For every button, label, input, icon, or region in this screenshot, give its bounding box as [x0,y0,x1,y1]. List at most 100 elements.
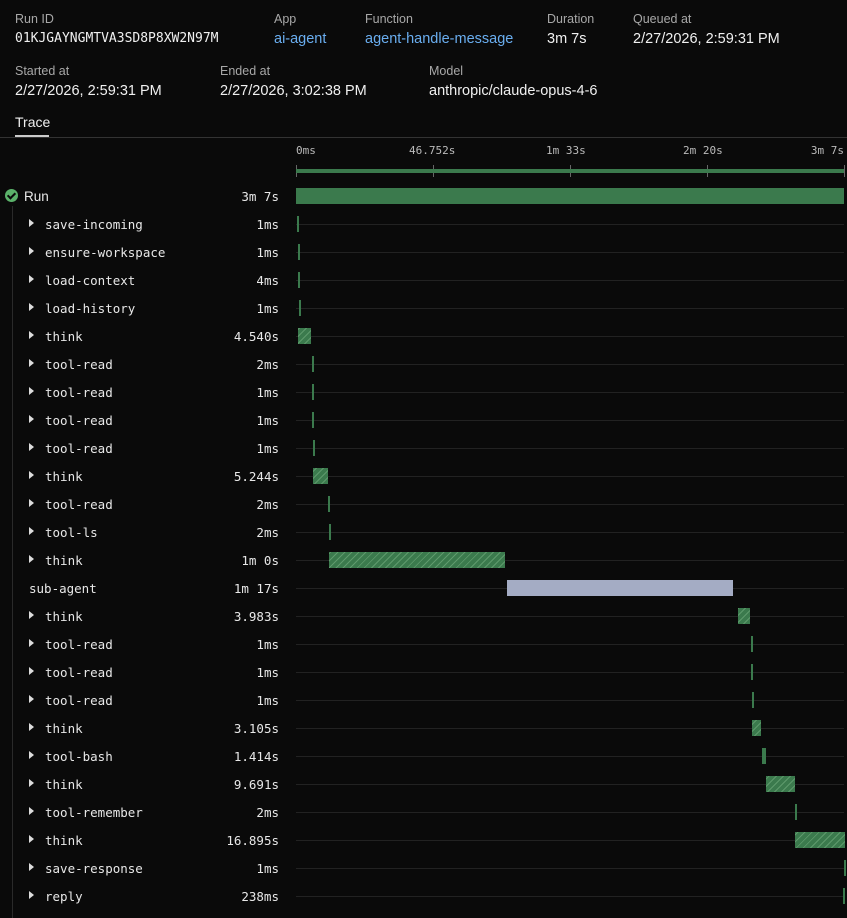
span-bar[interactable] [311,356,314,372]
expand-caret-icon[interactable] [29,611,34,619]
span-name: tool-remember [45,805,143,820]
trace-row[interactable]: think 3.105s [0,714,847,742]
trace-row[interactable]: save-response 1ms [0,854,847,882]
expand-caret-icon[interactable] [29,807,34,815]
expand-caret-icon[interactable] [29,303,34,311]
span-name: tool-bash [45,749,113,764]
span-bar[interactable] [328,496,331,512]
expand-caret-icon[interactable] [29,359,34,367]
queued-at-field: Queued at 2/27/2026, 2:59:31 PM [633,12,780,47]
ended-at-field: Ended at 2/27/2026, 3:02:38 PM [220,64,367,99]
timeline-track [296,252,844,253]
span-bar[interactable] [795,832,845,848]
trace-row[interactable]: tool-remember 2ms [0,798,847,826]
span-bar[interactable] [752,720,762,736]
span-bar[interactable] [297,244,300,260]
expand-caret-icon[interactable] [29,639,34,647]
trace-row[interactable]: think 16.895s [0,826,847,854]
trace-row-run[interactable]: Run 3m 7s [0,182,847,210]
expand-caret-icon[interactable] [29,863,34,871]
span-duration: 9.691s [233,777,279,792]
trace-row[interactable]: save-incoming 1ms [0,210,847,238]
timeline-track [296,532,844,533]
function-field: Function agent-handle-message [365,12,514,47]
span-bar[interactable] [298,272,301,288]
trace-row[interactable]: think 9.691s [0,770,847,798]
span-bar[interactable] [328,524,331,540]
trace-row[interactable]: tool-read 1ms [0,658,847,686]
span-bar[interactable] [507,580,733,596]
trace-row[interactable]: think 1m 0s [0,546,847,574]
expand-caret-icon[interactable] [29,275,34,283]
span-name: tool-read [45,665,113,680]
span-bar[interactable] [328,552,505,568]
trace-row[interactable]: think 5.244s [0,462,847,490]
span-bar[interactable] [843,888,846,904]
span-name: save-incoming [45,217,143,232]
span-bar[interactable] [751,636,754,652]
expand-caret-icon[interactable] [29,695,34,703]
app-link[interactable]: ai-agent [274,31,327,47]
timeline-track [296,224,844,225]
span-bar[interactable] [766,776,795,792]
trace-row[interactable]: think 3.983s [0,602,847,630]
run-id-field: Run ID 01KJGAYNGMTVA3SD8P8XW2N97M [15,12,219,46]
expand-caret-icon[interactable] [29,779,34,787]
span-bar[interactable] [737,608,750,624]
expand-caret-icon[interactable] [29,527,34,535]
expand-caret-icon[interactable] [29,443,34,451]
span-name: tool-read [45,357,113,372]
timeline-track [296,280,844,281]
run-id-value[interactable]: 01KJGAYNGMTVA3SD8P8XW2N97M [15,31,219,46]
function-link[interactable]: agent-handle-message [365,31,514,47]
expand-caret-icon[interactable] [29,751,34,759]
expand-caret-icon[interactable] [29,471,34,479]
trace-row[interactable]: sub-agent 1m 17s [0,574,847,602]
trace-row[interactable]: ensure-workspace 1ms [0,238,847,266]
timeline-track [296,812,844,813]
trace-row[interactable]: load-context 4ms [0,266,847,294]
expand-caret-icon[interactable] [29,499,34,507]
span-name: tool-read [45,413,113,428]
span-bar[interactable] [312,384,315,400]
span-bar[interactable] [761,748,766,764]
trace-row[interactable]: tool-bash 1.414s [0,742,847,770]
span-duration: 4.540s [233,329,279,344]
trace-row[interactable]: tool-read 1ms [0,630,847,658]
span-bar[interactable] [296,216,299,232]
expand-caret-icon[interactable] [29,331,34,339]
span-bar[interactable] [312,440,315,456]
trace-row[interactable]: tool-read 2ms [0,490,847,518]
expand-caret-icon[interactable] [29,247,34,255]
trace-row[interactable]: tool-ls 2ms [0,518,847,546]
expand-caret-icon[interactable] [29,219,34,227]
span-bar[interactable] [794,804,797,820]
expand-caret-icon[interactable] [29,835,34,843]
trace-row[interactable]: tool-read 1ms [0,378,847,406]
span-bar[interactable] [296,188,844,204]
span-bar[interactable] [313,468,329,484]
trace-row[interactable]: tool-read 1ms [0,686,847,714]
trace-row[interactable]: tool-read 1ms [0,434,847,462]
span-bar[interactable] [298,328,312,344]
span-bar[interactable] [751,664,754,680]
trace-row[interactable]: tool-read 1ms [0,406,847,434]
span-duration: 2ms [256,497,279,512]
span-bar[interactable] [298,300,301,316]
expand-caret-icon[interactable] [29,387,34,395]
span-bar[interactable] [751,692,754,708]
span-name: tool-read [45,441,113,456]
timeline-track [296,896,844,897]
expand-caret-icon[interactable] [29,555,34,563]
tab-trace[interactable]: Trace [15,114,51,130]
expand-caret-icon[interactable] [29,667,34,675]
trace-row[interactable]: tool-read 2ms [0,350,847,378]
expand-caret-icon[interactable] [29,723,34,731]
span-bar[interactable] [312,412,315,428]
span-bar[interactable] [843,860,846,876]
trace-row[interactable]: reply 238ms [0,882,847,910]
expand-caret-icon[interactable] [29,891,34,899]
trace-row[interactable]: think 4.540s [0,322,847,350]
trace-row[interactable]: load-history 1ms [0,294,847,322]
expand-caret-icon[interactable] [29,415,34,423]
